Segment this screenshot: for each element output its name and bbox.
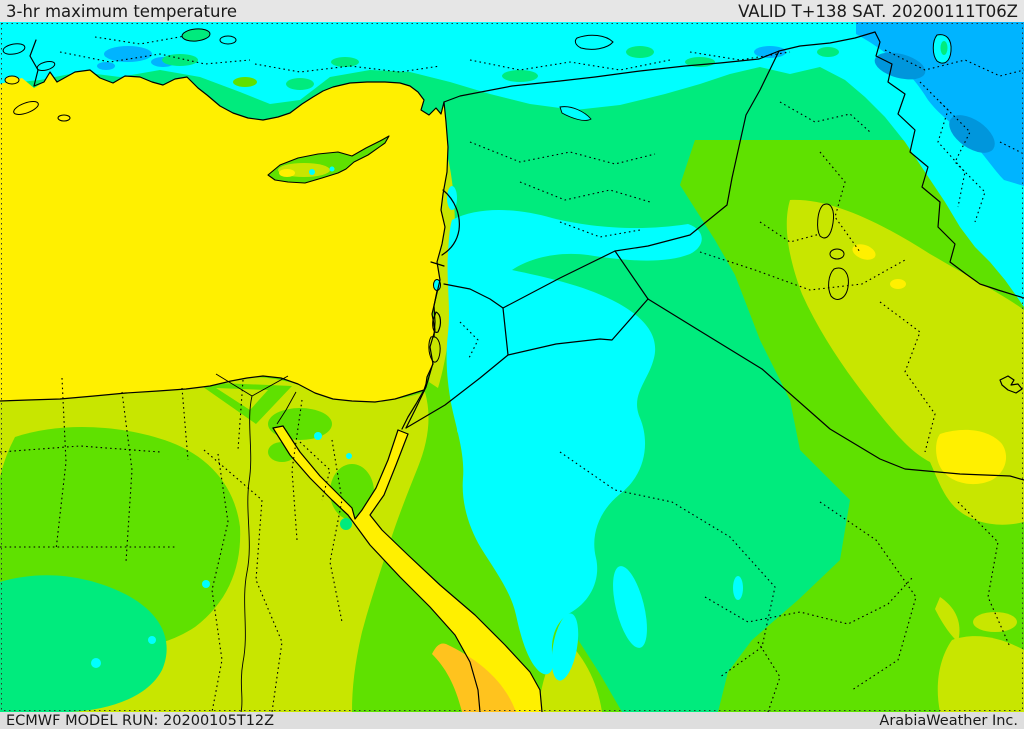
aegean-island-2	[4, 75, 20, 85]
iraq-yellow-spot1	[852, 244, 876, 260]
iraq-yellow-spot2	[890, 279, 906, 289]
model-run-label: ECMWF MODEL RUN: 20200105T12Z	[6, 712, 275, 729]
border-jordan-saudi-south	[405, 298, 649, 429]
suez-canal	[276, 391, 297, 425]
lebanon-cyan	[448, 227, 466, 267]
aegean-island-5	[57, 114, 71, 122]
anatolia-cyan-band	[0, 22, 1024, 307]
band-green-fleck1	[162, 54, 198, 66]
coast-sinai	[282, 425, 399, 520]
jordan-cold-cyan-mass	[446, 210, 702, 675]
saudi-yg-streak	[935, 597, 960, 642]
negev-cyan-dot	[457, 425, 467, 435]
admin-borders-dotted	[0, 35, 1024, 712]
border-israel-egypt	[401, 389, 425, 430]
nw-skyblue-3	[97, 62, 115, 70]
border-israel-lebanon	[430, 261, 445, 267]
border-syria-iraq	[614, 50, 780, 252]
egypt-sw-springgreen	[0, 575, 167, 712]
border-lebanon	[441, 189, 460, 256]
nw-skyblue-1	[104, 46, 152, 62]
border-hiccup-west	[502, 307, 509, 356]
anatolia-skyblue	[754, 46, 786, 58]
border-iran-zigzag	[874, 31, 1024, 299]
nile-delta-inner	[216, 388, 268, 410]
red-sea	[273, 426, 542, 712]
gulf-heads	[272, 425, 409, 435]
lake-urmia	[932, 34, 952, 64]
ne-deepblue-2	[949, 115, 995, 153]
aegean-island-1	[13, 101, 39, 115]
credit-label: ArabiaWeather Inc.	[879, 712, 1018, 729]
border-jordan-iraq	[614, 250, 649, 300]
band-green-fleck7	[626, 46, 654, 58]
band-green-fleck2	[286, 78, 314, 90]
border-iraq-saudi	[647, 298, 1024, 481]
mediterranean-coastline	[0, 39, 449, 403]
footer-bar: ECMWF MODEL RUN: 20200105T12Z ArabiaWeat…	[0, 712, 1024, 729]
egypt-cyan-dot2	[148, 636, 156, 644]
band-green-fleck6	[817, 47, 839, 57]
saudi-cyan-sliver	[733, 576, 743, 600]
sinai-cyan-dot2	[346, 453, 352, 459]
border-jordan-valley	[433, 290, 438, 338]
cyan-tongue-2	[551, 613, 579, 681]
header-bar: 3-hr maximum temperature VALID T+138 SAT…	[0, 0, 1024, 22]
saudi-yg-spot	[973, 612, 1017, 632]
egypt-cyan-dot1	[202, 580, 210, 588]
band-green-fleck4	[502, 70, 538, 82]
lake-assad	[559, 106, 592, 121]
aegean-island-4	[2, 43, 26, 55]
sinai-sg-dot	[340, 518, 352, 530]
sinai-cyan-dot1	[314, 432, 322, 440]
band-green-fleck3	[331, 57, 359, 67]
lake-tharthar	[817, 203, 834, 239]
nile-delta-branches	[215, 373, 289, 397]
lake-habbaniyah	[829, 248, 845, 260]
product-title: 3-hr maximum temperature	[6, 1, 238, 21]
border-jordan-saudi-diagonal	[502, 250, 616, 309]
border-west-bank	[432, 311, 442, 333]
cyprus-island	[267, 135, 390, 184]
gulf-yellow-spot	[936, 429, 1007, 485]
saudi-se-yellowgreen	[937, 636, 1024, 712]
kuwait-coast-squiggle	[999, 375, 1023, 394]
valid-time: VALID T+138 SAT. 20200111T06Z	[738, 1, 1018, 21]
ne-deepblue-1	[874, 52, 926, 80]
map-canvas	[0, 22, 1024, 712]
map-frame	[1, 23, 1023, 711]
egypt-cyan-dot3	[91, 658, 101, 668]
band-green-fleck8	[233, 77, 257, 87]
temperature-map	[0, 22, 1024, 712]
border-wadi-araba	[405, 362, 434, 429]
border-turkey-south	[443, 31, 876, 103]
lake-razzaza	[828, 267, 849, 300]
nile-river	[240, 395, 253, 712]
coast-red-sea-egypt	[272, 427, 481, 712]
coast-red-sea-saudi	[369, 433, 543, 712]
lake-van	[574, 34, 614, 50]
cyan-tongue-1	[613, 566, 647, 648]
marmara-island-1	[181, 28, 211, 42]
marmara-island-2	[219, 35, 237, 45]
border-syria-jordan	[443, 283, 504, 309]
